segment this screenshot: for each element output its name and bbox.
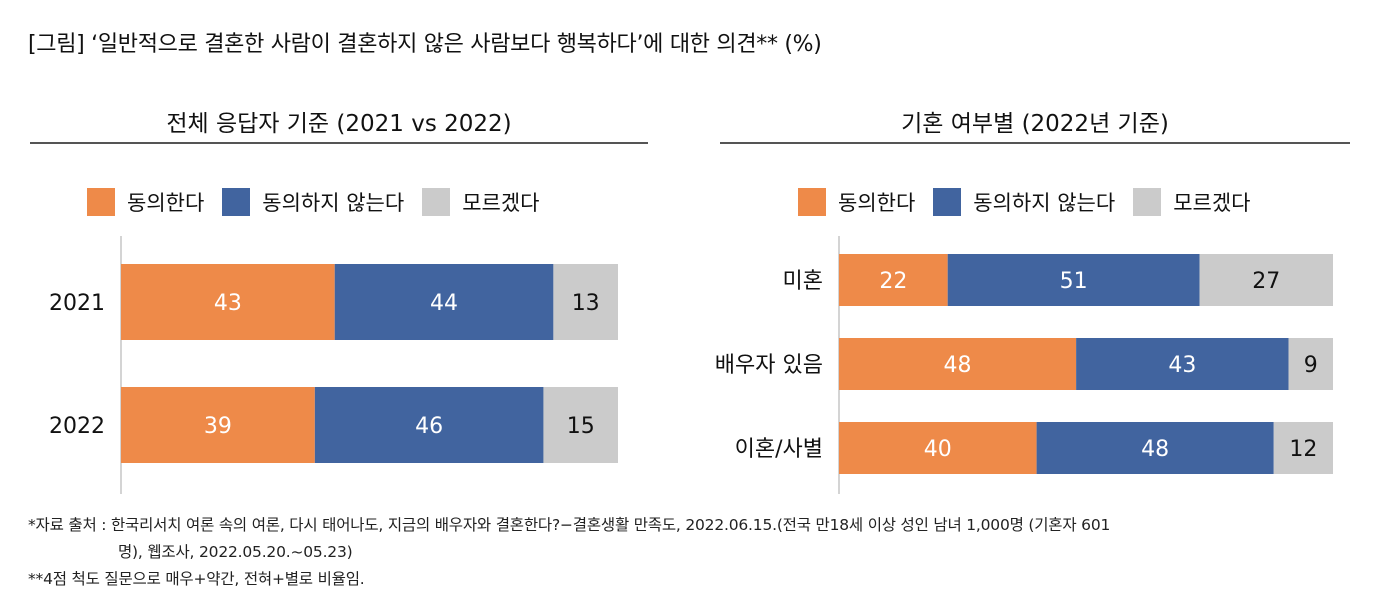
data-label-disagree: 46 — [415, 414, 443, 439]
data-label-unknown: 15 — [567, 414, 595, 439]
data-label-unknown: 12 — [1289, 437, 1317, 462]
data-label-unknown: 27 — [1252, 269, 1280, 294]
right-stacked-bar-chart: 미혼 22 51 27 배우자 있음 48 43 9 이혼/사별 40 48 12 — [715, 236, 1333, 494]
data-label-disagree: 48 — [1141, 437, 1169, 462]
source-footnote-line1: *자료 출처 : 한국리서치 여론 속의 여론, 다시 태어나도, 지금의 배우… — [28, 516, 1111, 534]
bar-segment-unknown — [553, 264, 618, 340]
legend-swatch-disagree — [933, 188, 962, 216]
bar-segment-unknown — [1273, 422, 1333, 474]
legend-item-unknown: 모르겠다 — [422, 187, 539, 217]
data-label-agree: 22 — [879, 269, 907, 294]
category-label: 이혼/사별 — [735, 437, 823, 462]
legend-item-disagree: 동의하지 않는다 — [222, 187, 404, 217]
left-title-rule — [30, 142, 648, 144]
bar-segment-agree — [121, 387, 315, 463]
category-label: 2021 — [49, 291, 105, 316]
legend-label-agree: 동의한다 — [838, 191, 916, 215]
right-title-rule — [720, 142, 1350, 144]
legend-swatch-agree — [87, 188, 115, 216]
left-stacked-bar-chart: 2021 43 44 13 2022 39 46 15 — [49, 236, 618, 494]
bar-segment-unknown — [1199, 254, 1333, 306]
bar-segment-unknown — [543, 387, 618, 463]
bar-segment-agree — [839, 338, 1077, 390]
legend-label-disagree: 동의하지 않는다 — [262, 191, 405, 215]
bar-segment-disagree — [1076, 338, 1289, 390]
bar-segment-disagree — [334, 264, 554, 340]
legend-label-unknown: 모르겠다 — [462, 191, 540, 215]
data-label-agree: 43 — [214, 291, 242, 316]
bar-segment-agree — [839, 422, 1037, 474]
category-label: 배우자 있음 — [715, 353, 823, 378]
category-label: 미혼 — [783, 269, 823, 294]
right-legend: 동의한다 동의하지 않는다 모르겠다 — [798, 184, 1250, 220]
bar-segment-disagree — [314, 387, 544, 463]
bar-segment-unknown — [1288, 338, 1333, 390]
legend-label-agree: 동의한다 — [127, 191, 205, 215]
legend-swatch-agree — [798, 188, 826, 216]
data-label-agree: 40 — [924, 437, 952, 462]
data-label-unknown: 9 — [1304, 353, 1318, 378]
legend-item-disagree: 동의하지 않는다 — [933, 187, 1115, 217]
scale-note: **4점 척도 질문으로 매우+약간, 전혀+별로 비율임. — [28, 570, 365, 588]
legend-item-agree: 동의한다 — [798, 187, 915, 217]
right-chart-title: 기혼 여부별 (2022년 기준) — [901, 111, 1169, 137]
data-label-agree: 39 — [204, 414, 232, 439]
left-chart-title: 전체 응답자 기준 (2021 vs 2022) — [166, 111, 512, 137]
data-label-agree: 48 — [944, 353, 972, 378]
legend-label-unknown: 모르겠다 — [1173, 191, 1251, 215]
legend-item-agree: 동의한다 — [87, 187, 204, 217]
left-legend: 동의한다 동의하지 않는다 모르겠다 — [87, 184, 539, 220]
bar-segment-disagree — [1036, 422, 1274, 474]
data-label-disagree: 44 — [430, 291, 458, 316]
data-label-disagree: 51 — [1060, 269, 1088, 294]
data-label-unknown: 13 — [572, 291, 600, 316]
legend-item-unknown: 모르겠다 — [1133, 187, 1250, 217]
bar-segment-disagree — [947, 254, 1200, 306]
legend-swatch-unknown — [422, 188, 451, 216]
bar-segment-agree — [121, 264, 335, 340]
data-label-disagree: 43 — [1168, 353, 1196, 378]
legend-swatch-disagree — [222, 188, 251, 216]
source-footnote-line2: 명), 웹조사, 2022.05.20.~05.23) — [118, 543, 353, 561]
legend-label-disagree: 동의하지 않는다 — [973, 191, 1116, 215]
bar-segment-agree — [839, 254, 948, 306]
figure-title: [그림] ‘일반적으로 결혼한 사람이 결혼하지 않은 사람보다 행복하다’에 … — [28, 32, 822, 57]
legend-swatch-unknown — [1133, 188, 1162, 216]
category-label: 2022 — [49, 414, 105, 439]
